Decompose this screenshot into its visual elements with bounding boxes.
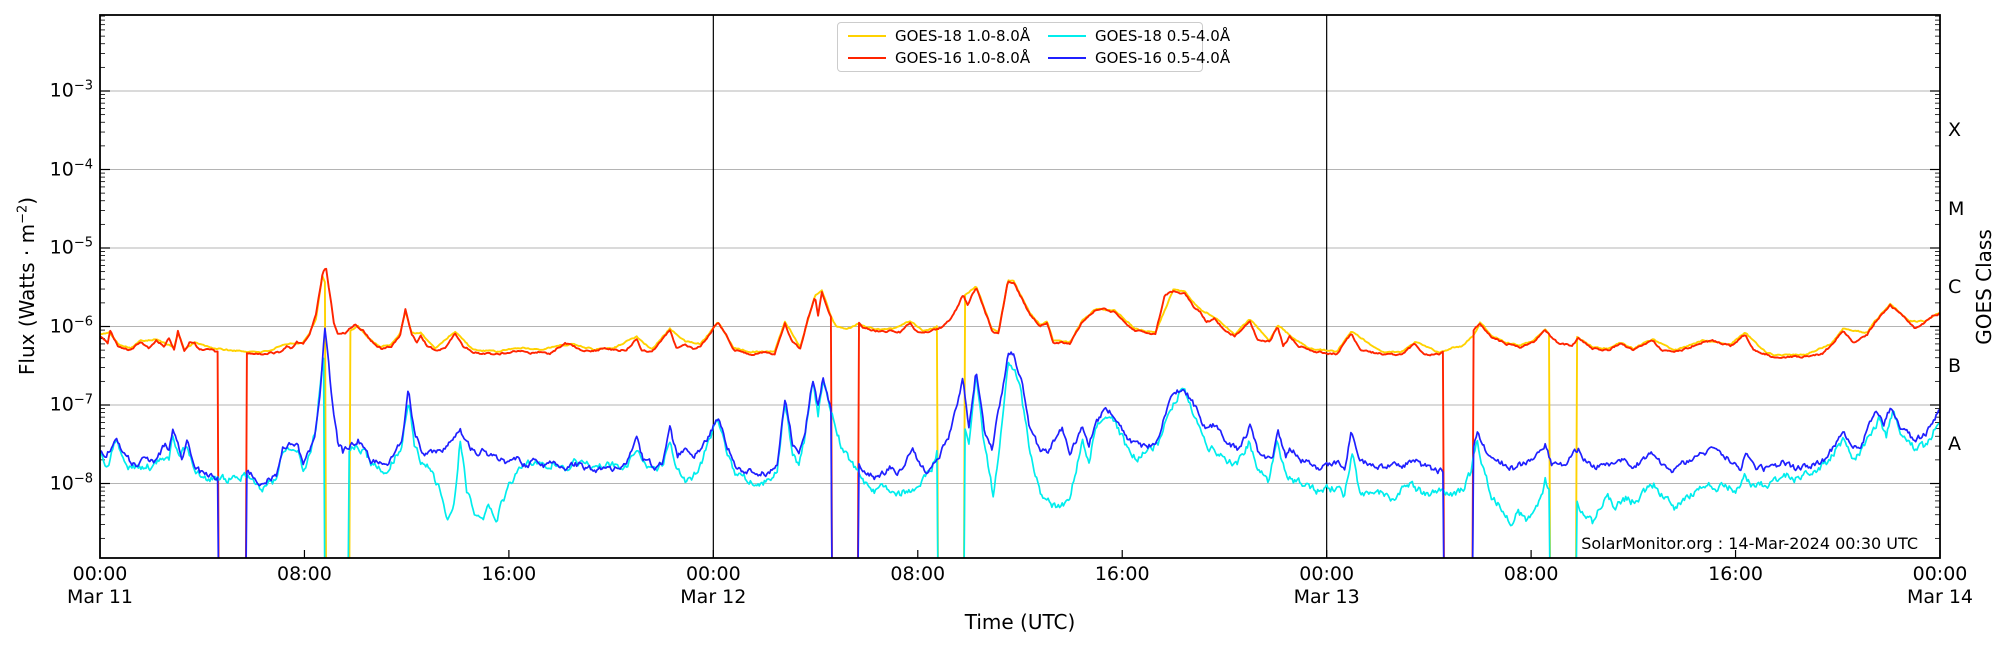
legend-item-label: GOES-18 0.5-4.0Å: [1095, 27, 1231, 45]
legend: GOES-18 1.0-8.0Å GOES-18 0.5-4.0Å GOES-16 …: [837, 22, 1230, 72]
legend-item: GOES-16 1.0-8.0Å: [838, 49, 1038, 67]
legend-line-icon: [1048, 57, 1086, 59]
legend-item-label: GOES-18 1.0-8.0Å: [895, 27, 1031, 45]
y-tick-label: 10−5: [49, 235, 93, 259]
x-tick-date-label: Mar 11: [66, 586, 134, 608]
series-layer: [100, 267, 1940, 558]
legend-item-label: GOES-16 0.5-4.0Å: [1095, 49, 1231, 67]
x-tick-label: 08:00: [277, 563, 332, 585]
x-tick-date-label: Mar 13: [1293, 586, 1360, 608]
watermark-text: SolarMonitor.org : 14-Mar-2024 00:30 UTC: [1581, 534, 1918, 553]
series-line-goes-16-1-0-8-0-: [100, 267, 1940, 558]
legend-item-label: GOES-16 1.0-8.0Å: [895, 49, 1031, 67]
goes-class-letter: C: [1948, 276, 1962, 299]
x-tick-label: 08:00: [890, 563, 946, 585]
y-tick-label: 10−4: [49, 156, 93, 181]
goes-class-letter: B: [1948, 354, 1962, 377]
goes-class-letter: A: [1948, 433, 1961, 456]
legend-item: GOES-16 0.5-4.0Å: [1038, 49, 1230, 67]
y-tick-label: 10−8: [49, 470, 93, 495]
y-axis-title-superscript: −2: [15, 204, 31, 224]
y-tick-label: 10−6: [49, 313, 93, 338]
goes-class-letter: X: [1948, 119, 1962, 142]
y-tick-label: 10−7: [49, 392, 93, 416]
plot-border: [99, 14, 1941, 559]
x-tick-label: 16:00: [481, 563, 537, 585]
x-tick-label: 00:00 Mar 11: [66, 563, 134, 608]
series-line-goes-18-0-5-4-0-: [100, 357, 1940, 558]
legend-line-icon: [1048, 35, 1086, 37]
x-tick-label: 00:00 Mar 14: [1906, 563, 1974, 608]
y-tick-label: 10−3: [49, 78, 93, 102]
legend-item: GOES-18 1.0-8.0Å: [838, 27, 1038, 45]
x-tick-date-label: Mar 14: [1906, 586, 1974, 608]
legend-line-icon: [848, 35, 886, 37]
x-tick-date-label: Mar 12: [680, 586, 747, 608]
x-tick-label: 08:00: [1503, 563, 1559, 585]
x-tick-label: 00:00 Mar 13: [1293, 563, 1360, 608]
legend-line-icon: [848, 57, 886, 59]
goes-class-letter: M: [1948, 197, 1965, 220]
series-line-goes-18-1-0-8-0-: [100, 274, 1940, 558]
x-axis-title: Time (UTC): [964, 610, 1076, 634]
series-line-goes-16-0-5-4-0-: [100, 327, 1940, 558]
x-tick-label: 16:00: [1094, 563, 1150, 585]
y-axis-title: Flux (Watts · m−2): [15, 197, 39, 375]
x-tick-label: 00:00 Mar 12: [680, 563, 747, 608]
x-tick-label: 16:00: [1708, 563, 1763, 585]
right-axis-title: GOES Class: [1972, 229, 1996, 345]
legend-item: GOES-18 0.5-4.0Å: [1038, 27, 1230, 45]
y-axis-title-suffix: ): [15, 196, 39, 205]
